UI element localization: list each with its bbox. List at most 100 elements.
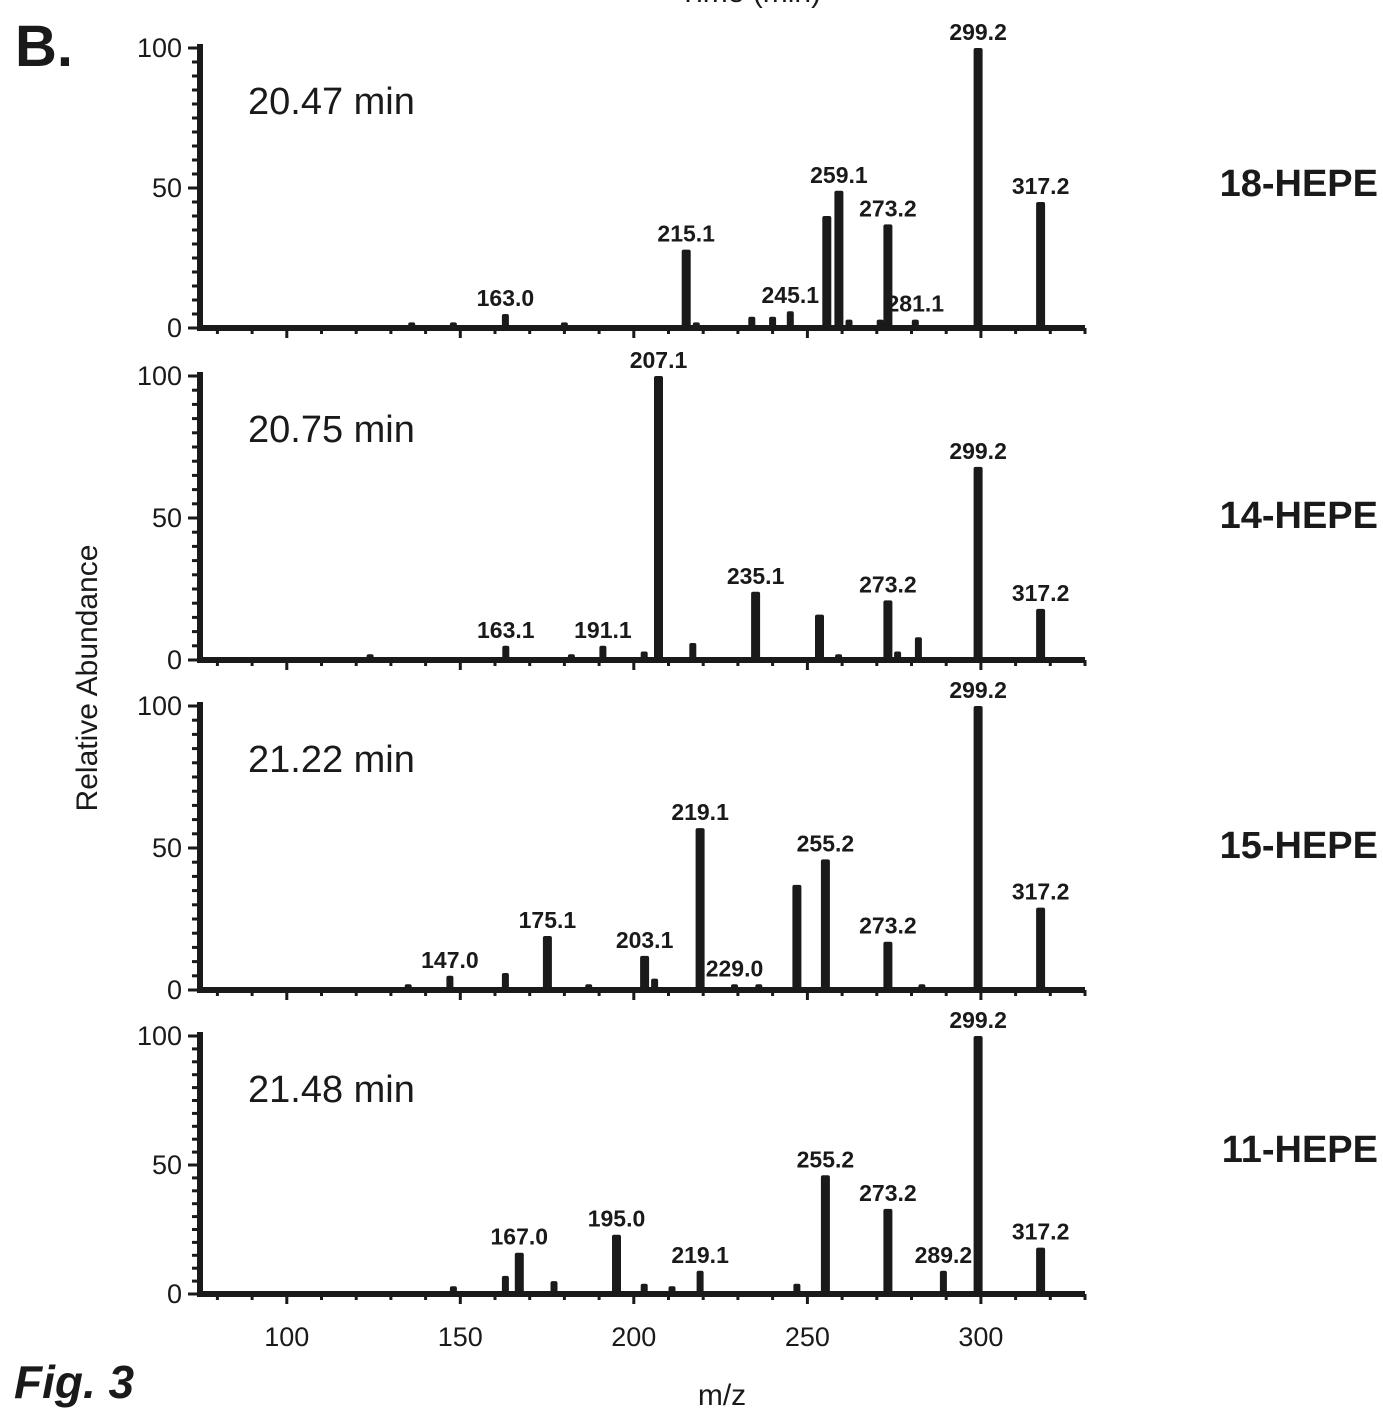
panel-4-peak-6 (820, 1175, 830, 1294)
panel-3-y-tick-label-50: 50 (152, 833, 182, 863)
panel-4-peak-4 (612, 1234, 621, 1294)
panel-4-y-tick-label-50: 50 (152, 1150, 182, 1180)
panel-1-peak-1 (501, 314, 509, 328)
panel-4-peak-label-10: 317.2 (1012, 1219, 1070, 1245)
panel-1-y-tick-label-100: 100 (137, 33, 182, 63)
panel-2-peak-5 (815, 614, 824, 660)
panel-2-y-tick-label-0: 0 (167, 645, 182, 675)
panel-2-peak-label-1: 163.1 (477, 617, 535, 643)
panel-3-peak-label-3: 175.1 (519, 907, 577, 933)
panel-1-peak-label-5: 259.1 (810, 162, 868, 188)
x-tick-label-300: 300 (958, 1322, 1003, 1352)
panel-4-peak-label-5: 219.1 (671, 1242, 729, 1268)
panel-2-peak-8 (973, 466, 983, 660)
x-axis-title: m/z (698, 1379, 746, 1412)
panel-4-peak-label-8: 289.2 (915, 1242, 973, 1268)
panel-2-peak-label-8: 299.2 (949, 438, 1007, 464)
panel-3-peak-1 (446, 975, 454, 990)
panel-4-peak-1 (501, 1275, 509, 1294)
panel-3-peak-5 (695, 828, 705, 990)
panel-2-y-tick-label-100: 100 (137, 361, 182, 391)
panel-3-peak-label-8: 255.2 (797, 830, 855, 856)
panel-1-peak-8 (973, 48, 983, 328)
panel-2-peak-label-4: 235.1 (727, 563, 785, 589)
panel-1-peak-9 (1036, 202, 1046, 328)
panel-4-peak-10 (1036, 1247, 1046, 1294)
panel-3-peak-8 (820, 859, 830, 990)
panel-4-peak-2 (514, 1252, 524, 1294)
panel-2-retention-time: 20.75 min (248, 409, 415, 451)
panel-3-peak-7 (792, 884, 802, 990)
panel-2-peak-label-9: 317.2 (1012, 580, 1070, 606)
panel-4-y-tick-label-0: 0 (167, 1279, 182, 1309)
panel-4-peak-label-7: 273.2 (859, 1180, 917, 1206)
panel-3-peak-3 (542, 936, 552, 990)
panel-4-peak-3 (550, 1281, 558, 1294)
panel-3-peak-10 (973, 706, 983, 990)
panel-2-peak-10 (689, 643, 697, 660)
panel-2: 163.1 191.1 207.1 235.1 273.2 299.2 317.2 0 50 10… (137, 347, 1378, 675)
panel-3-y-tick-label-0: 0 (167, 975, 182, 1005)
panel-1-peak-label-2: 215.1 (657, 221, 715, 247)
panel-3-peak-label-6: 229.0 (706, 955, 764, 981)
panel-3-peak-9 (883, 941, 893, 990)
panel-2-peak-7 (914, 637, 922, 660)
panel-3-peak-label-9: 273.2 (859, 913, 917, 939)
panel-2-compound-name: 14-HEPE (1220, 495, 1378, 537)
panel-4-retention-time: 21.48 min (248, 1069, 415, 1111)
x-tick-label-250: 250 (785, 1322, 830, 1352)
panel-3-peak-2 (501, 973, 509, 990)
panel-4-peak-label-6: 255.2 (797, 1146, 855, 1172)
panel-4-peak-8 (939, 1270, 947, 1294)
panel-1-peak-6 (883, 224, 893, 328)
panel-3-peak-11 (1036, 907, 1046, 990)
panel-1-peak-label-1: 163.0 (477, 285, 535, 311)
panel-3-retention-time: 21.22 min (248, 739, 415, 781)
panel-2-peak-4 (751, 591, 761, 660)
panel-4-y-tick-label-100: 100 (137, 1021, 182, 1051)
panel-3-peak-label-10: 299.2 (949, 677, 1007, 703)
panel-1-peak-label-6: 273.2 (859, 195, 917, 221)
panel-3-y-tick-label-100: 100 (137, 691, 182, 721)
panel-3-peak-label-4: 203.1 (616, 927, 674, 953)
panel-3: 147.0 175.1 203.1 219.1 229.0 255.2 273.2 299.2… (137, 677, 1378, 1005)
panel-3-peak-label-5: 219.1 (671, 799, 729, 825)
panel-4-peak-label-2: 167.0 (491, 1224, 549, 1250)
panel-2-peak-3 (654, 376, 663, 660)
panel-4-peak-label-4: 195.0 (588, 1206, 646, 1232)
panel-3-peak-label-1: 147.0 (421, 947, 479, 973)
panel-1-compound-name: 18-HEPE (1220, 163, 1378, 205)
panel-1-peak-label-7: 281.1 (887, 291, 945, 317)
panel-1-peak-3 (786, 311, 794, 328)
panel-1-peak-5 (834, 190, 844, 328)
panel-4-peak-5 (696, 1270, 704, 1294)
panel-4-peak-label-9: 299.2 (949, 1007, 1007, 1033)
spectra-panels: 163.0 215.1 245.1 259.1 273.2 281.1 299.2 317.2… (137, 19, 1378, 1352)
panel-letter: B. (15, 14, 73, 79)
panel-2-y-tick-label-50: 50 (152, 503, 182, 533)
x-tick-label-200: 200 (611, 1322, 656, 1352)
panel-2-peak-label-3: 207.1 (630, 347, 688, 373)
panel-1-y-tick-label-0: 0 (167, 313, 182, 343)
x-tick-label-150: 150 (438, 1322, 483, 1352)
panel-2-peak-label-2: 191.1 (574, 617, 632, 643)
panel-1-peak-label-3: 245.1 (762, 282, 820, 308)
panel-3-compound-name: 15-HEPE (1220, 825, 1378, 867)
cut-off-axis-title: Time (min) (679, 0, 821, 9)
panel-3-peak-label-11: 317.2 (1012, 879, 1070, 905)
panel-1-peak-4 (822, 216, 832, 328)
panel-1-y-tick-label-50: 50 (152, 173, 182, 203)
panel-2-peak-6 (883, 600, 893, 660)
panel-2-peak-label-6: 273.2 (859, 571, 917, 597)
panel-1-peak-2 (681, 249, 691, 328)
panel-2-peak-2 (599, 645, 607, 660)
panel-4-compound-name: 11-HEPE (1222, 1129, 1378, 1171)
y-axis-title: Relative Abundance (71, 545, 104, 812)
panel-3-peak-4 (640, 955, 650, 990)
panel-2-peak-1 (502, 645, 510, 660)
panel-1-retention-time: 20.47 min (248, 81, 415, 123)
figure-label: Fig. 3 (14, 1356, 135, 1408)
panel-1-peak-label-8: 299.2 (949, 19, 1007, 45)
